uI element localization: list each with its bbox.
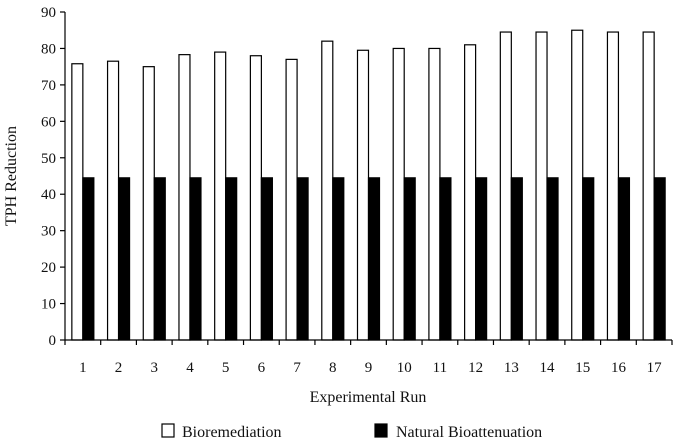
bar-natural-bioattenuation (189, 177, 202, 341)
bar-natural-bioattenuation (617, 177, 631, 341)
x-tick-label: 9 (365, 360, 373, 376)
bar-bioremediation (428, 47, 441, 341)
bar-natural-bioattenuation (653, 177, 666, 341)
x-tick-label: 6 (258, 360, 266, 376)
legend: Bioremediation Natural Bioattenuation (161, 423, 542, 441)
bar-natural-bioattenuation (82, 177, 95, 341)
y-tick-label: 90 (41, 5, 56, 21)
bar-natural-bioattenuation (332, 177, 345, 341)
chart-marks (71, 29, 666, 341)
x-tick-label: 13 (504, 360, 519, 376)
bar-bioremediation (71, 63, 84, 341)
x-tick-label: 11 (433, 360, 447, 376)
bar-natural-bioattenuation (546, 177, 559, 341)
bar-bioremediation (356, 49, 370, 341)
y-tick-label: 10 (41, 297, 56, 313)
y-ticks: 0 10 20 30 40 50 60 70 80 90 (41, 5, 65, 349)
x-tick-label: 15 (575, 360, 590, 376)
legend-label-bioremediation: Bioremediation (182, 424, 282, 441)
bar-bioremediation (249, 55, 262, 341)
x-tick-label: 5 (222, 360, 230, 376)
y-tick-label: 20 (41, 260, 56, 276)
y-tick-label: 60 (41, 114, 56, 130)
x-axis-title: Experimental Run (310, 389, 427, 406)
chart-axes (64, 12, 672, 341)
bar-bioremediation (571, 29, 584, 341)
bar-bioremediation (464, 44, 477, 341)
legend-swatch-bioremediation (161, 423, 175, 438)
x-tick-label: 14 (540, 360, 556, 376)
y-tick-label: 70 (41, 78, 56, 94)
x-tick-label: 17 (647, 360, 663, 376)
x-tick-label: 16 (611, 360, 627, 376)
bar-natural-bioattenuation (439, 177, 452, 341)
x-tick-label: 10 (397, 360, 412, 376)
x-ticks: 1 2 3 4 5 6 7 8 9 10 11 12 13 14 15 16 17 (64, 340, 673, 376)
bar-bioremediation (142, 66, 155, 341)
bar-bioremediation (606, 31, 620, 341)
bar-bioremediation (106, 60, 120, 341)
y-tick-label: 30 (41, 224, 56, 240)
bar-bioremediation (321, 40, 334, 341)
y-tick-label: 80 (41, 41, 56, 57)
bar-natural-bioattenuation (582, 177, 595, 341)
bar-bioremediation (178, 54, 191, 341)
bar-bioremediation (285, 58, 298, 341)
bar-natural-bioattenuation (296, 177, 309, 341)
bar-natural-bioattenuation (475, 177, 488, 341)
y-tick-label: 0 (49, 333, 57, 349)
bar-natural-bioattenuation (367, 177, 381, 341)
legend-label-natural-bioattenuation: Natural Bioattenuation (396, 424, 542, 441)
bar-bioremediation (535, 31, 548, 341)
bar-bioremediation (499, 31, 512, 341)
bar-bioremediation (214, 51, 227, 341)
legend-swatch-natural-bioattenuation (374, 423, 388, 438)
y-tick-label: 40 (41, 187, 56, 203)
bar-natural-bioattenuation (153, 177, 166, 341)
x-tick-label: 7 (293, 360, 301, 376)
bar-natural-bioattenuation (225, 177, 238, 341)
x-tick-label: 2 (115, 360, 123, 376)
bar-natural-bioattenuation (510, 177, 523, 341)
bar-natural-bioattenuation (260, 177, 273, 341)
bar-bioremediation (642, 31, 655, 341)
x-tick-label: 1 (79, 360, 87, 376)
x-tick-label: 4 (186, 360, 194, 376)
bar-natural-bioattenuation (403, 177, 416, 341)
y-tick-label: 50 (41, 151, 56, 167)
bar-natural-bioattenuation (117, 177, 131, 341)
x-tick-label: 12 (468, 360, 483, 376)
x-tick-label: 3 (151, 360, 159, 376)
bar-bioremediation (392, 47, 405, 341)
x-tick-label: 8 (329, 360, 337, 376)
y-axis-title: TPH Reduction (3, 126, 20, 226)
